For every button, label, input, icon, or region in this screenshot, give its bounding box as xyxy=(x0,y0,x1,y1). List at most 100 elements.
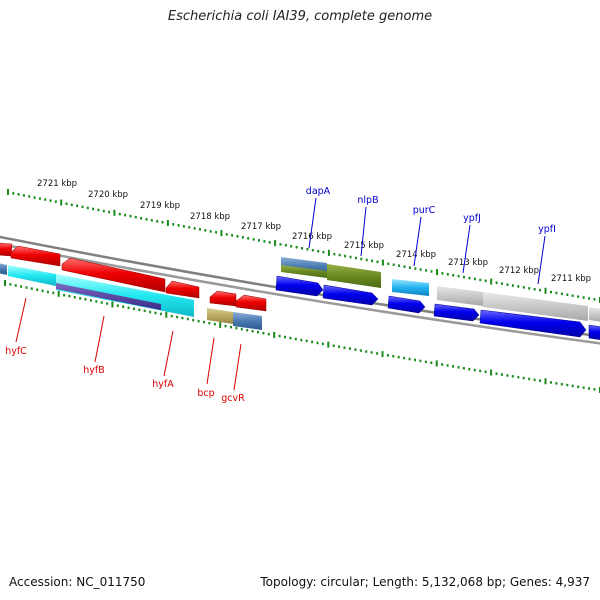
scale-tick-minor xyxy=(52,291,55,295)
scale-tick-minor xyxy=(555,382,558,385)
scale-tick-minor xyxy=(192,318,195,322)
scale-tick-minor xyxy=(199,228,201,231)
scale-tick-minor xyxy=(408,266,411,269)
scale-tick-minor xyxy=(566,293,569,296)
scale-tick-minor xyxy=(278,334,281,338)
gene-arrow[interactable] xyxy=(275,275,324,297)
scale-tick-minor xyxy=(236,235,239,238)
scale-tick-minor xyxy=(150,219,153,222)
leader-line xyxy=(163,330,174,377)
feature-bar xyxy=(327,264,381,288)
scale-tick-minor xyxy=(70,203,73,207)
scale-tick-minor xyxy=(177,224,180,227)
scale-tick-minor xyxy=(86,206,89,210)
scale-tick-minor xyxy=(365,350,368,353)
feature-bar xyxy=(0,263,7,275)
scale-tick-minor xyxy=(582,386,585,389)
scale-tick-minor xyxy=(176,315,179,319)
scale-tick-minor xyxy=(92,207,95,211)
gene-arrow[interactable] xyxy=(165,280,200,299)
scale-tick-minor xyxy=(41,289,44,293)
scale-tick-minor xyxy=(560,292,563,296)
scale-tick-minor xyxy=(186,317,189,321)
scale-tick-minor xyxy=(14,284,17,287)
scale-tick-minor xyxy=(133,307,135,311)
gene-arrow[interactable] xyxy=(10,245,61,267)
gene-label-bcp[interactable]: bcp xyxy=(197,388,214,399)
scale-tick-minor xyxy=(495,372,498,375)
gene-label-hyfB[interactable]: hyfB xyxy=(83,365,105,376)
scale-tick-minor xyxy=(224,324,227,328)
scale-tick-minor xyxy=(170,314,173,318)
accession-text: Accession: NC_011750 xyxy=(9,575,146,589)
scale-tick-minor xyxy=(258,239,260,242)
gene-label-hyfC[interactable]: hyfC xyxy=(5,346,27,357)
scale-tick-minor xyxy=(172,223,175,226)
feature-bar xyxy=(281,265,327,278)
scale-tick-major xyxy=(113,209,116,216)
gene-arrow[interactable] xyxy=(235,294,267,312)
scale-tick-minor xyxy=(571,294,574,297)
scale-tick-minor xyxy=(354,256,357,260)
scale-tick-major xyxy=(60,199,63,206)
scale-tick-minor xyxy=(9,283,12,286)
gene-label-dapA[interactable]: dapA xyxy=(306,186,331,197)
scale-tick-minor xyxy=(25,286,28,289)
gene-label-ypfJ[interactable]: ypfJ xyxy=(463,213,481,224)
scale-tick-minor xyxy=(257,330,259,334)
scale-tick-minor xyxy=(225,233,228,236)
scale-tick-minor xyxy=(30,287,33,290)
scale-tick-major xyxy=(436,269,438,276)
scale-tick-minor xyxy=(97,208,100,212)
gene-label-ypfI[interactable]: ypfI xyxy=(538,224,556,235)
scale-tick-major xyxy=(4,280,6,286)
scale-tick-major xyxy=(166,220,169,226)
scale-tick-minor xyxy=(577,295,580,298)
scale-tick-minor xyxy=(28,195,31,198)
scale-tick-minor xyxy=(134,215,137,219)
scale-tick-minor xyxy=(181,316,184,320)
scale-tick-major xyxy=(219,321,222,328)
gene-arrow[interactable] xyxy=(387,295,426,314)
scale-tick-minor xyxy=(588,387,591,390)
scale-tick-minor xyxy=(252,238,255,241)
scale-tick-major xyxy=(381,351,384,358)
gene-arrow[interactable] xyxy=(588,324,600,340)
bottom-gene-leaders xyxy=(15,297,242,391)
scale-tick-minor xyxy=(430,361,433,364)
gene-label-gcvR[interactable]: gcvR xyxy=(221,393,245,404)
genome-summary-text: Topology: circular; Length: 5,132,068 bp… xyxy=(260,575,590,589)
feature-bar xyxy=(8,265,56,286)
scale-tick-minor xyxy=(317,249,320,253)
scale-tick-minor xyxy=(462,367,465,370)
scale-tick-minor xyxy=(560,383,563,386)
leader-line xyxy=(94,315,105,363)
gene-arrow[interactable] xyxy=(479,309,587,338)
scale-tick-minor xyxy=(230,325,232,329)
scale-tick-major xyxy=(274,240,277,247)
scale-tick-minor xyxy=(392,263,395,266)
gene-arrow[interactable] xyxy=(61,257,166,293)
scale-tick-minor xyxy=(20,285,23,288)
scale-tick-minor xyxy=(359,349,362,352)
leader-line xyxy=(537,235,546,285)
feature-bar xyxy=(392,279,429,296)
gene-label-nlpB[interactable]: nlpB xyxy=(357,195,378,206)
gene-arrow[interactable] xyxy=(322,284,379,306)
gene-label-hyfA[interactable]: hyfA xyxy=(152,379,174,390)
scale-tick-minor xyxy=(457,366,460,369)
gene-arrow[interactable] xyxy=(209,290,237,307)
gene-arrow[interactable] xyxy=(433,303,480,322)
gene-arrow[interactable] xyxy=(0,242,13,257)
scale-tick-minor xyxy=(289,336,292,340)
scale-tick-major xyxy=(165,311,168,318)
leader-line xyxy=(413,216,422,267)
scale-tick-minor xyxy=(468,276,471,280)
scale-tick-minor xyxy=(279,243,282,246)
scale-tick-minor xyxy=(204,229,207,232)
scale-tick-minor xyxy=(403,265,406,268)
scale-tick-minor xyxy=(143,309,146,313)
scale-tick-minor xyxy=(22,194,25,197)
scale-tick-minor xyxy=(36,288,39,291)
gene-label-purC[interactable]: purC xyxy=(413,205,436,216)
